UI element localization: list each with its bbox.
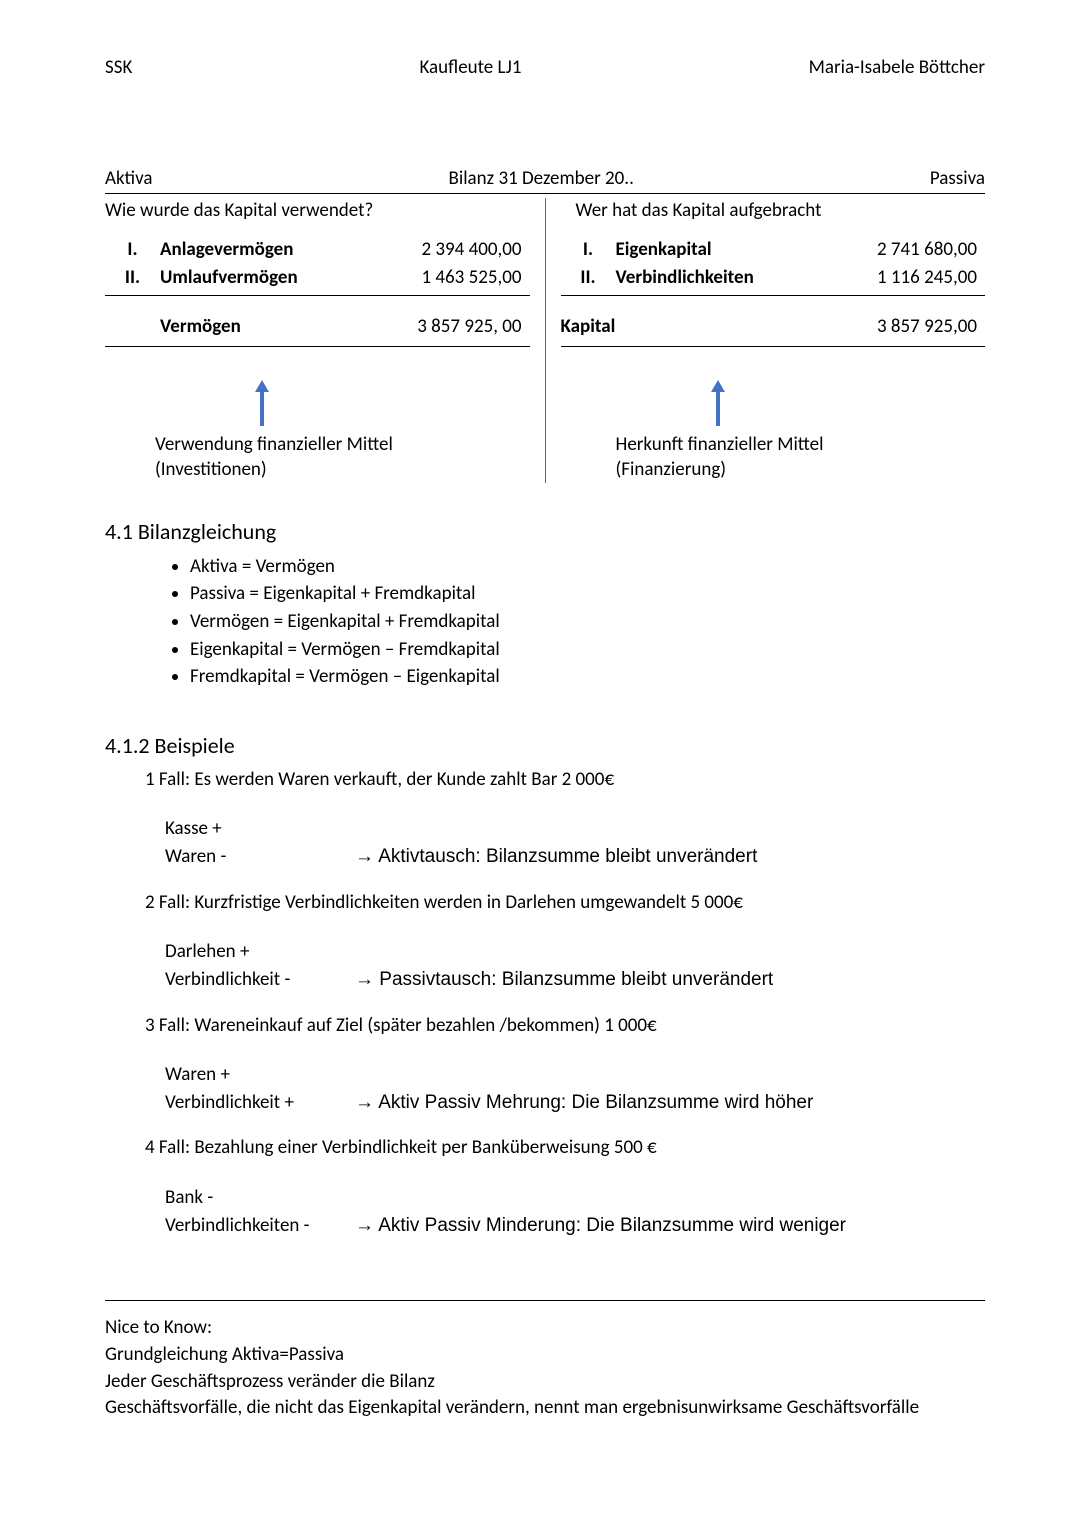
account-change: Bank - xyxy=(165,1185,355,1211)
section-4-1-title: 4.1 Bilanzgleichung xyxy=(105,517,985,547)
fall-line: Waren + xyxy=(165,1062,985,1088)
passiva-arrow-block: Herkunft finanzieller Mittel (Finanzieru… xyxy=(561,382,986,483)
footer-divider xyxy=(105,1300,985,1301)
beispiele-section: 4.1.2 Beispiele 1 Fall: Es werden Waren … xyxy=(105,731,985,1238)
fall-line: Verbindlichkeit + → Aktiv Passiv Mehrung… xyxy=(165,1090,985,1116)
sum-value: 3 857 925,00 xyxy=(877,314,985,340)
account-change: Waren - xyxy=(165,844,355,870)
item-value: 2 394 400,00 xyxy=(421,237,529,263)
header-center: Kaufleute LJ1 xyxy=(420,55,522,81)
fall-note: → Aktiv Passiv Mehrung: Die Bilanzsumme … xyxy=(355,1090,813,1116)
equation-item: Eigenkapital = Vermögen – Fremdkapital xyxy=(190,636,985,664)
equation-item: Passiva = Eigenkapital + Fremdkapital xyxy=(190,580,985,608)
bilanz-passiva-label: Passiva xyxy=(930,166,985,192)
item-label: Eigenkapital xyxy=(616,237,771,263)
equation-list: Aktiva = Vermögen Passiva = Eigenkapital… xyxy=(105,553,985,691)
account-change: Verbindlichkeit - xyxy=(165,967,355,993)
fall-title: 4 Fall: Bezahlung einer Verbindlichkeit … xyxy=(145,1135,985,1161)
aktiva-items: I. Anlagevermögen 2 394 400,00 II. Umlau… xyxy=(105,236,530,296)
roman-numeral: II. xyxy=(561,265,616,291)
passiva-question: Wer hat das Kapital aufgebracht xyxy=(561,198,986,224)
header-left: SSK xyxy=(105,55,132,81)
item-label: Umlaufvermögen xyxy=(160,265,315,291)
bilanz-passiva-column: Wer hat das Kapital aufgebracht I. Eigen… xyxy=(545,198,986,483)
passiva-row: II. Verbindlichkeiten 1 116 245,00 xyxy=(561,264,986,292)
account-change: Kasse + xyxy=(165,816,355,842)
bilanz-title-row: Aktiva Bilanz 31 Dezember 20.. Passiva xyxy=(105,166,985,195)
fall-line: Darlehen + xyxy=(165,939,985,965)
nice-to-know: Nice to Know: Grundgleichung Aktiva=Pass… xyxy=(105,1315,985,1421)
equation-item: Aktiva = Vermögen xyxy=(190,553,985,581)
bilanz-aktiva-column: Wie wurde das Kapital verwendet? I. Anla… xyxy=(105,198,545,483)
arrow-text-line1: Verwendung finanzieller Mittel xyxy=(155,432,530,458)
fall-note: → Aktiv Passiv Minderung: Die Bilanzsumm… xyxy=(355,1213,846,1239)
item-value: 1 116 245,00 xyxy=(877,265,985,291)
footer-line: Geschäftsvorfälle, die nicht das Eigenka… xyxy=(105,1395,985,1421)
footer-line: Grundgleichung Aktiva=Passiva xyxy=(105,1342,985,1368)
passiva-row: I. Eigenkapital 2 741 680,00 xyxy=(561,236,986,264)
fall-line: Verbindlichkeiten - → Aktiv Passiv Minde… xyxy=(165,1213,985,1239)
sum-label: Vermögen xyxy=(160,314,315,340)
aktiva-arrow-block: Verwendung finanzieller Mittel (Investit… xyxy=(105,382,530,483)
account-change: Darlehen + xyxy=(165,939,355,965)
arrow-text-line1: Herkunft finanzieller Mittel xyxy=(616,432,986,458)
account-change: Verbindlichkeit + xyxy=(165,1090,355,1116)
aktiva-question: Wie wurde das Kapital verwendet? xyxy=(105,198,530,224)
item-label: Verbindlichkeiten xyxy=(616,265,771,291)
roman-numeral: I. xyxy=(105,237,160,263)
account-change: Waren + xyxy=(165,1062,355,1088)
fall-line: Bank - xyxy=(165,1185,985,1211)
fall-note: → Aktivtausch: Bilanzsumme bleibt unverä… xyxy=(355,844,757,870)
bilanz-columns: Wie wurde das Kapital verwendet? I. Anla… xyxy=(105,198,985,483)
fall-title: 1 Fall: Es werden Waren verkauft, der Ku… xyxy=(145,767,985,793)
up-arrow-icon xyxy=(255,380,269,426)
arrow-text-line2: (Finanzierung) xyxy=(616,457,986,483)
roman-numeral: II. xyxy=(105,265,160,291)
header-right: Maria-Isabele Böttcher xyxy=(809,55,985,81)
fall-line: Verbindlichkeit - → Passivtausch: Bilanz… xyxy=(165,967,985,993)
equation-item: Fremdkapital = Vermögen – Eigenkapital xyxy=(190,663,985,691)
fall-line: Waren - → Aktivtausch: Bilanzsumme bleib… xyxy=(165,844,985,870)
passiva-items: I. Eigenkapital 2 741 680,00 II. Verbind… xyxy=(561,236,986,296)
arrow-text-line2: (Investitionen) xyxy=(155,457,530,483)
aktiva-sum-row: . Vermögen 3 857 925, 00 xyxy=(105,314,530,347)
item-value: 1 463 525,00 xyxy=(421,265,529,291)
bilanz-date-label: Bilanz 31 Dezember 20.. xyxy=(449,166,634,192)
item-value: 2 741 680,00 xyxy=(877,237,985,263)
item-label: Anlagevermögen xyxy=(160,237,315,263)
bilanz-aktiva-label: Aktiva xyxy=(105,166,153,192)
up-arrow-icon xyxy=(711,380,725,426)
account-change: Verbindlichkeiten - xyxy=(165,1213,355,1239)
fall-line: Kasse + xyxy=(165,816,985,842)
footer-line: Nice to Know: xyxy=(105,1315,985,1341)
section-4-1-2-title: 4.1.2 Beispiele xyxy=(105,731,985,761)
roman-numeral: I. xyxy=(561,237,616,263)
fall-note: → Passivtausch: Bilanzsumme bleibt unver… xyxy=(355,967,773,993)
sum-label: Kapital xyxy=(561,314,616,340)
page-header: SSK Kaufleute LJ1 Maria-Isabele Böttcher xyxy=(105,55,985,81)
footer-line: Jeder Geschäftsprozess veränder die Bila… xyxy=(105,1369,985,1395)
aktiva-row: I. Anlagevermögen 2 394 400,00 xyxy=(105,236,530,264)
fall-title: 3 Fall: Wareneinkauf auf Ziel (später be… xyxy=(145,1013,985,1039)
fall-title: 2 Fall: Kurzfristige Verbindlichkeiten w… xyxy=(145,890,985,916)
sum-value: 3 857 925, 00 xyxy=(417,314,529,340)
aktiva-row: II. Umlaufvermögen 1 463 525,00 xyxy=(105,264,530,292)
equation-item: Vermögen = Eigenkapital + Fremdkapital xyxy=(190,608,985,636)
passiva-sum-row: Kapital 3 857 925,00 xyxy=(561,314,986,347)
